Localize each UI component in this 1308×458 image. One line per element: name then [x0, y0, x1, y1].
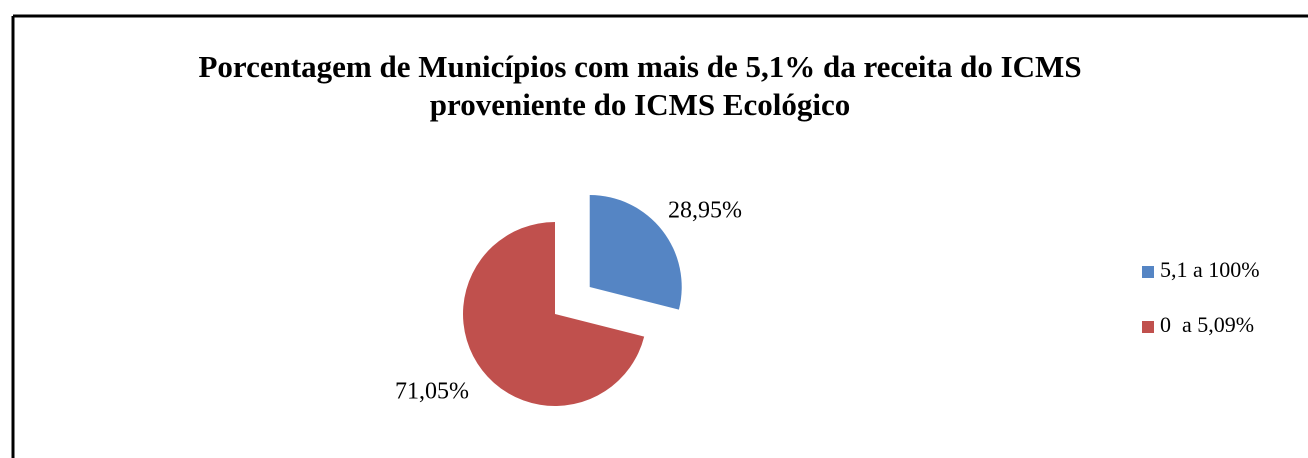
legend-label: 0 a 5,09%	[1160, 312, 1254, 337]
pie-slice	[463, 222, 645, 406]
pie-slice	[589, 194, 682, 310]
legend-swatch	[1142, 266, 1154, 278]
data-label: 71,05%	[395, 379, 469, 405]
chart-title: Porcentagem de Municípios com mais de 5,…	[198, 49, 1081, 84]
chart-title: proveniente do ICMS Ecológico	[430, 87, 851, 122]
data-label: 28,95%	[668, 198, 742, 224]
legend-label: 5,1 a 100%	[1160, 257, 1260, 282]
legend-swatch	[1142, 321, 1154, 333]
